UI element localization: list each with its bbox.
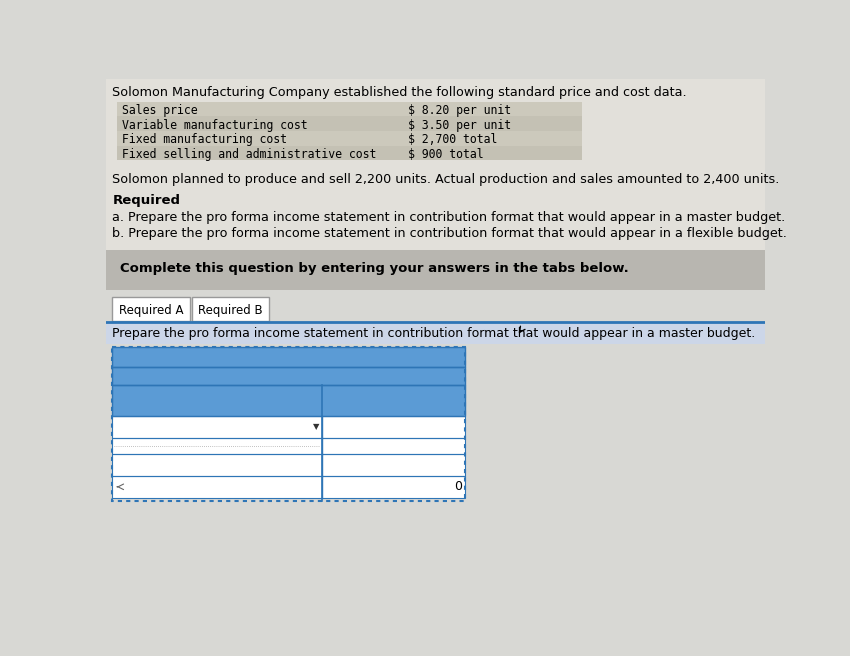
Text: ▼: ▼ [313, 422, 320, 431]
Text: $ 3.50 per unit: $ 3.50 per unit [409, 119, 512, 132]
Text: SOLOMON MANUFACTURING COMPANY: SOLOMON MANUFACTURING COMPANY [150, 352, 428, 365]
Bar [112, 385, 465, 416]
Text: $ 900 total: $ 900 total [409, 148, 484, 161]
Text: $ 2,700 total: $ 2,700 total [409, 133, 498, 146]
Text: a. Prepare the pro forma income statement in contribution format that would appe: a. Prepare the pro forma income statemen… [112, 211, 785, 224]
Bar [112, 438, 465, 455]
Text: Master Budget: Master Budget [342, 392, 445, 404]
Bar [112, 297, 190, 321]
Text: 2,200 Units: 2,200 Units [354, 402, 434, 415]
Text: Sales price: Sales price [122, 104, 197, 117]
Text: Variable manufacturing cost: Variable manufacturing cost [122, 119, 308, 132]
Bar [112, 346, 465, 501]
Text: Pro Forma Income Statement: Pro Forma Income Statement [196, 371, 382, 384]
Bar [112, 438, 465, 455]
Bar [106, 79, 765, 302]
Bar [112, 346, 465, 367]
Bar [112, 476, 465, 498]
Text: Solomon planned to produce and sell 2,200 units. Actual production and sales amo: Solomon planned to produce and sell 2,20… [112, 173, 779, 186]
Text: $ 8.20 per unit: $ 8.20 per unit [409, 104, 512, 117]
Bar [112, 455, 465, 476]
Bar [112, 346, 465, 367]
Bar [112, 476, 465, 498]
Text: Prepare the pro forma income statement in contribution format that would appear : Prepare the pro forma income statement i… [112, 327, 756, 340]
Bar [117, 131, 582, 146]
Bar [112, 367, 465, 385]
Bar [106, 322, 765, 344]
Text: Solomon Manufacturing Company established the following standard price and cost : Solomon Manufacturing Company establishe… [112, 87, 687, 100]
Text: Complete this question by entering your answers in the tabs below.: Complete this question by entering your … [120, 262, 629, 275]
Bar [117, 102, 582, 117]
Bar [112, 367, 465, 385]
Text: 0: 0 [454, 480, 462, 493]
Text: b. Prepare the pro forma income statement in contribution format that would appe: b. Prepare the pro forma income statemen… [112, 226, 787, 239]
Bar [112, 297, 190, 321]
Bar [112, 416, 465, 438]
Bar [117, 117, 582, 131]
Bar [112, 455, 465, 476]
Bar [112, 385, 465, 416]
Bar [112, 416, 465, 438]
Bar [106, 250, 765, 290]
Text: Fixed selling and administrative cost: Fixed selling and administrative cost [122, 148, 376, 161]
Text: Required B: Required B [198, 304, 263, 318]
Bar [117, 146, 582, 160]
Bar [191, 297, 269, 321]
Text: Required A: Required A [119, 304, 184, 318]
Bar [191, 297, 269, 321]
Bar [106, 290, 765, 505]
Text: Required: Required [112, 194, 180, 207]
Text: Fixed manufacturing cost: Fixed manufacturing cost [122, 133, 286, 146]
